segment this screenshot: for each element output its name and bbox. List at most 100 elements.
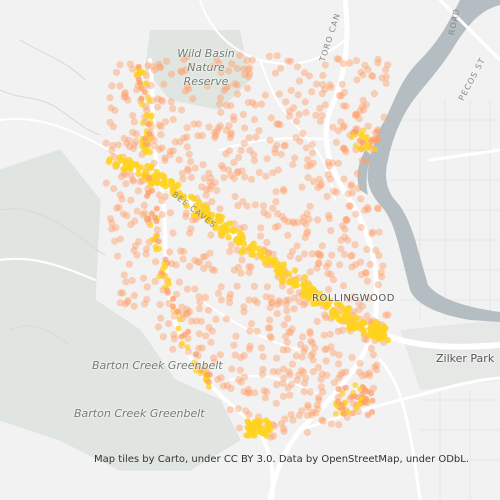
- density-point: [226, 247, 234, 255]
- density-point: [263, 388, 271, 396]
- density-point: [236, 224, 244, 232]
- density-point: [217, 68, 225, 77]
- density-point-dense: [139, 101, 145, 108]
- density-point: [327, 270, 335, 278]
- density-point: [271, 223, 279, 231]
- density-point: [251, 389, 259, 397]
- density-point: [116, 61, 124, 69]
- density-point: [231, 80, 239, 88]
- density-point: [226, 294, 234, 302]
- density-point: [353, 76, 361, 84]
- density-point: [259, 353, 267, 361]
- density-point-dense: [265, 257, 272, 264]
- density-point: [340, 88, 349, 97]
- density-point: [158, 144, 166, 152]
- density-point: [106, 215, 115, 223]
- density-point: [273, 52, 281, 60]
- density-point: [248, 175, 256, 183]
- density-point: [314, 250, 322, 258]
- density-point: [362, 269, 370, 277]
- density-point: [324, 171, 332, 179]
- density-point-dense: [214, 216, 221, 223]
- density-point: [186, 229, 194, 237]
- density-point: [179, 255, 187, 263]
- density-point: [227, 102, 235, 110]
- density-point: [215, 100, 224, 108]
- density-point: [266, 324, 274, 332]
- density-point: [337, 245, 345, 253]
- density-point: [123, 298, 131, 306]
- density-point: [269, 204, 277, 212]
- density-point-dense: [285, 270, 292, 277]
- density-point: [295, 110, 303, 119]
- density-point: [282, 98, 290, 106]
- density-point: [237, 353, 245, 362]
- density-point: [321, 61, 329, 69]
- density-point: [356, 258, 365, 266]
- density-point-dense: [310, 300, 317, 307]
- density-point: [245, 73, 253, 81]
- density-point: [239, 110, 247, 119]
- density-point: [187, 317, 195, 325]
- density-point-cluster: [251, 418, 258, 425]
- density-point-dense: [334, 300, 341, 307]
- density-point: [169, 229, 177, 237]
- density-point-cluster: [357, 145, 364, 152]
- density-point: [158, 197, 166, 205]
- density-point: [157, 131, 165, 139]
- density-point: [302, 220, 310, 228]
- density-point: [335, 360, 343, 368]
- density-point: [314, 260, 323, 268]
- density-point: [380, 113, 388, 121]
- density-point: [217, 108, 225, 117]
- density-point: [230, 174, 238, 182]
- density-point: [279, 392, 287, 400]
- density-point: [284, 384, 292, 392]
- density-point: [116, 235, 124, 243]
- density-point: [251, 201, 259, 209]
- density-point: [344, 190, 352, 198]
- density-point: [371, 363, 379, 371]
- density-point: [342, 102, 350, 110]
- density-point: [362, 101, 370, 109]
- density-point: [219, 382, 227, 390]
- density-point: [176, 138, 184, 146]
- density-point: [240, 373, 248, 381]
- density-point: [113, 204, 121, 212]
- density-point: [362, 269, 370, 277]
- density-point: [183, 82, 191, 90]
- density-point-dense: [184, 344, 191, 351]
- density-point: [343, 217, 351, 225]
- density-point-cluster: [369, 397, 376, 404]
- density-point: [220, 87, 228, 95]
- density-point: [169, 147, 177, 155]
- density-point: [298, 333, 307, 341]
- density-point: [352, 111, 360, 120]
- density-point: [222, 101, 230, 109]
- density-point: [124, 296, 132, 304]
- density-point: [135, 238, 143, 246]
- density-point: [267, 114, 275, 122]
- density-point: [227, 171, 235, 179]
- density-point: [157, 64, 165, 72]
- density-point: [348, 263, 356, 271]
- density-point-cluster: [373, 134, 380, 141]
- density-point-dense: [158, 171, 166, 179]
- density-point: [258, 370, 267, 378]
- density-point: [240, 65, 248, 73]
- density-point: [354, 184, 362, 192]
- density-point: [217, 296, 225, 304]
- density-point-dense: [175, 181, 182, 189]
- density-point-dense: [260, 248, 267, 255]
- density-point: [300, 69, 309, 77]
- density-point: [250, 282, 258, 290]
- density-point-dense: [280, 261, 287, 268]
- density-point: [121, 90, 129, 98]
- density-point-dense: [238, 249, 245, 256]
- density-point: [347, 182, 355, 190]
- density-point: [155, 121, 163, 129]
- density-point: [280, 216, 288, 224]
- density-point: [207, 338, 215, 346]
